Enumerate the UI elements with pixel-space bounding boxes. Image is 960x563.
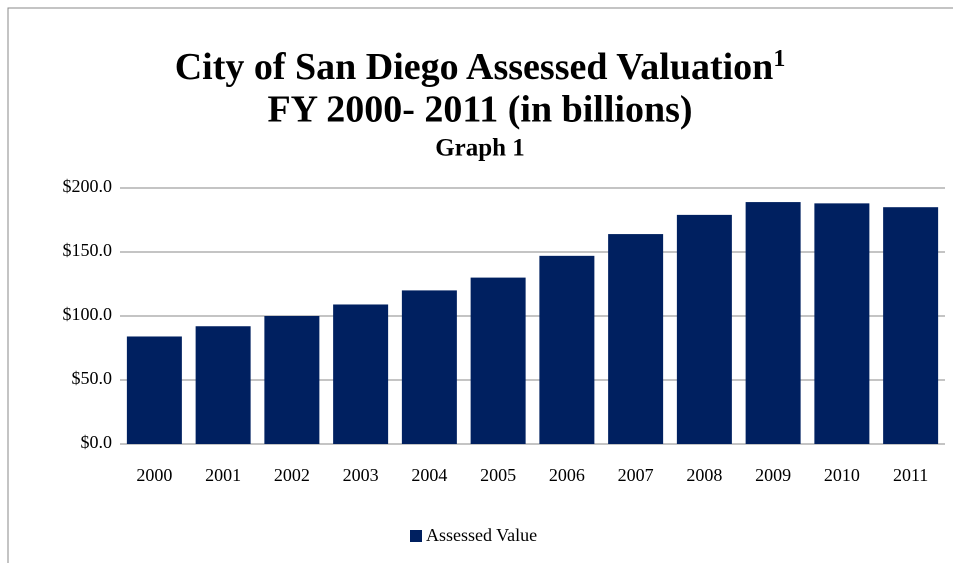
bar: [401, 290, 457, 444]
x-tick-label: 2007: [618, 465, 654, 485]
chart-title-line: City of San Diego Assessed Valuation1: [175, 46, 786, 88]
bar: [676, 214, 732, 444]
bar: [814, 203, 870, 444]
x-tick-label: 2009: [755, 465, 791, 485]
x-tick-label: 2005: [480, 465, 516, 485]
x-tick-label: 2003: [343, 465, 379, 485]
title-footnote: 1: [773, 46, 785, 72]
x-tick-label: 2010: [824, 465, 860, 485]
legend-label: Assessed Value: [426, 525, 537, 545]
chart-subtitle: Graph 1: [435, 135, 525, 162]
bar: [608, 234, 664, 444]
x-tick-label: 2008: [686, 465, 722, 485]
y-tick-label: $150.0: [63, 240, 113, 260]
y-tick-label: $0.0: [81, 432, 113, 452]
y-tick-label: $100.0: [63, 304, 113, 324]
bar: [333, 304, 389, 444]
chart-title: City of San Diego Assessed Valuation: [175, 46, 774, 88]
x-tick-label: 2002: [274, 465, 310, 485]
bar: [539, 255, 595, 444]
bar: [470, 277, 526, 444]
x-tick-label: 2000: [136, 465, 172, 485]
chart-border: [7, 7, 953, 563]
bar: [883, 207, 939, 444]
x-tick-label: 2004: [411, 465, 447, 485]
x-tick-label: 2006: [549, 465, 585, 485]
bar: [745, 202, 801, 444]
x-tick-label: 2001: [205, 465, 241, 485]
y-tick-label: $50.0: [72, 368, 113, 388]
bar: [195, 326, 251, 444]
x-tick-label: 2011: [893, 465, 928, 485]
bar: [264, 316, 320, 444]
legend-swatch: [410, 530, 422, 542]
y-tick-label: $200.0: [63, 176, 113, 196]
bar: [126, 336, 182, 444]
chart-title-line2: FY 2000- 2011 (in billions): [267, 89, 692, 131]
